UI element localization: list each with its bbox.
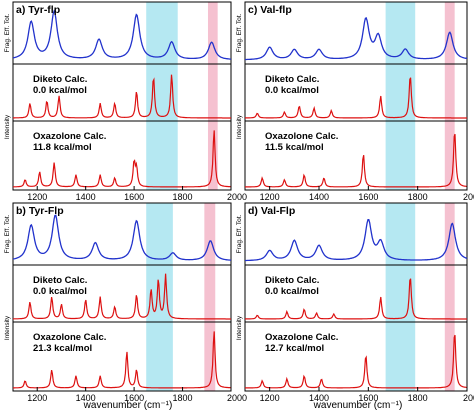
subpanel-frame <box>12 120 232 191</box>
panel-label: a) Tyr-flp <box>16 4 60 16</box>
y-axis-label-calc: Intensity <box>236 114 243 139</box>
calc-label: Diketo Calc. <box>33 275 87 286</box>
x-tick-label: 1200 <box>27 192 47 202</box>
calc-trace <box>13 74 231 119</box>
highlight-band <box>385 2 416 190</box>
highlight-band <box>444 2 455 190</box>
calc-label: Diketo Calc. <box>265 275 319 286</box>
x-tick-label: 1400 <box>309 393 329 403</box>
x-tick-label: 2000 <box>227 393 247 403</box>
x-tick-label: 1600 <box>124 192 144 202</box>
calc-energy: 12.7 kcal/mol <box>265 343 324 354</box>
calc-trace <box>12 273 231 320</box>
x-tick-label: 1600 <box>358 192 378 202</box>
x-tick-label: 1600 <box>358 393 378 403</box>
x-tick-label: 1200 <box>27 393 47 403</box>
x-axis-label-right: wavenumber (cm⁻¹) <box>313 400 403 411</box>
calc-energy: 0.0 kcal/mol <box>265 85 319 96</box>
x-tick-label: 1400 <box>309 192 329 202</box>
y-axis-label-experiment: Frag. Eff. Tot. <box>236 13 243 52</box>
calc-label: Oxazolone Calc. <box>33 332 106 343</box>
calc-energy: 11.8 kcal/mol <box>33 142 92 153</box>
x-tick-label: 1600 <box>124 393 144 403</box>
highlight-band <box>207 2 218 190</box>
x-tick-label: 2000 <box>463 393 474 403</box>
x-tick-label: 1400 <box>76 393 96 403</box>
y-axis-label-experiment: Frag. Eff. Tot. <box>236 214 243 253</box>
calc-trace <box>245 77 467 119</box>
calc-label: Diketo Calc. <box>265 74 319 85</box>
calc-energy: 11.5 kcal/mol <box>265 142 324 153</box>
subpanel-frame <box>244 321 468 392</box>
x-tick-label: 1800 <box>173 192 193 202</box>
y-axis-label-experiment: Frag. Eff. Tot. <box>4 13 11 52</box>
x-tick-label: 2000 <box>463 192 474 202</box>
calc-label: Oxazolone Calc. <box>265 131 338 142</box>
calc-label: Diketo Calc. <box>33 74 87 85</box>
calc-trace <box>13 331 231 389</box>
x-tick-label: 1800 <box>408 393 428 403</box>
subpanel-frame <box>244 120 468 191</box>
panel-label: b) Tyr-Flp <box>16 205 64 217</box>
x-axis-label-left: wavenumber (cm⁻¹) <box>83 400 173 411</box>
calc-label: Oxazolone Calc. <box>33 131 106 142</box>
panel-label: d) Val-Flp <box>248 205 295 217</box>
x-tick-label: 1200 <box>260 393 280 403</box>
calc-energy: 0.0 kcal/mol <box>33 85 87 96</box>
calc-label: Oxazolone Calc. <box>265 332 338 343</box>
highlight-band <box>385 203 416 391</box>
x-tick-label: 1800 <box>408 192 428 202</box>
subpanel-frame <box>12 321 232 392</box>
experiment-trace <box>12 214 232 261</box>
calc-trace <box>12 130 231 188</box>
x-tick-label: 1400 <box>76 192 96 202</box>
calc-trace <box>245 334 468 389</box>
experiment-trace <box>245 16 468 61</box>
highlight-band <box>444 203 455 391</box>
calc-energy: 0.0 kcal/mol <box>265 286 319 297</box>
experiment-trace <box>12 9 231 60</box>
y-axis-label-calc: Intensity <box>236 315 243 340</box>
calc-energy: 0.0 kcal/mol <box>33 286 87 297</box>
y-axis-label-experiment: Frag. Eff. Tot. <box>4 214 11 253</box>
calc-energy: 21.3 kcal/mol <box>33 343 92 354</box>
calc-trace <box>245 278 467 320</box>
y-axis-label-calc: Intensity <box>4 114 11 139</box>
x-tick-label: 1800 <box>173 393 193 403</box>
x-tick-label: 2000 <box>227 192 247 202</box>
x-tick-label: 1200 <box>260 192 280 202</box>
y-axis-label-calc: Intensity <box>4 315 11 340</box>
experiment-trace <box>245 218 468 262</box>
highlight-band <box>204 203 216 391</box>
calc-trace <box>245 133 468 188</box>
panel-label: c) Val-flp <box>248 4 292 16</box>
